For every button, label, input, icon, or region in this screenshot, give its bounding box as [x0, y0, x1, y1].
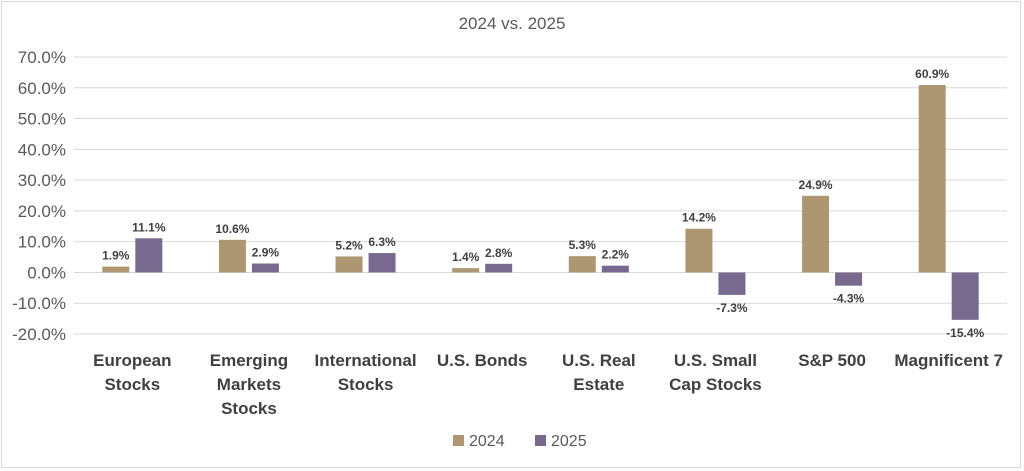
bar-2025	[718, 272, 746, 295]
data-label-2024: 24.9%	[799, 178, 833, 192]
bar-2025	[835, 272, 863, 286]
legend-label-2025: 2025	[551, 433, 587, 450]
legend-label-2024: 2024	[469, 433, 505, 450]
bar-2025	[135, 238, 163, 273]
data-label-2025: 2.9%	[252, 246, 280, 260]
data-label-2025: -7.3%	[716, 301, 748, 315]
x-category-label: U.S. Small	[674, 351, 757, 370]
bar-2025	[368, 253, 396, 273]
x-category-label: Estate	[573, 375, 624, 394]
bar-2025	[601, 265, 629, 273]
bar-2024	[568, 256, 596, 273]
y-tick-label: 0.0%	[27, 263, 66, 282]
bar-2024	[335, 256, 363, 273]
data-label-2024: 5.2%	[335, 238, 363, 252]
bar-2024	[802, 195, 830, 273]
x-category-label: Cap Stocks	[669, 375, 762, 394]
x-category-label: Stocks	[221, 399, 277, 418]
gridlines	[74, 56, 1007, 335]
x-category-label: U.S. Bonds	[437, 351, 528, 370]
bar-2025	[251, 263, 279, 273]
y-tick-label: -10.0%	[12, 294, 66, 313]
bar-2024	[918, 85, 946, 273]
legend-swatch-2024	[453, 435, 464, 446]
data-labels: 1.9% 11.1% 10.6%2.9% 5.2% 6.3% 1.4% 2.8% 5.3% 2.…	[102, 67, 984, 340]
legend: 2024 2025	[453, 433, 587, 450]
y-tick-label: -20.0%	[12, 325, 66, 344]
x-axis-category-labels: European Stocks Emerging Markets Stocks Inter…	[93, 351, 1003, 418]
data-label-2025: -15.4%	[946, 326, 984, 340]
y-tick-label: 50.0%	[18, 110, 66, 129]
x-category-label: European	[93, 351, 171, 370]
x-category-label: S&P 500	[798, 351, 866, 370]
x-category-label: Emerging	[210, 351, 288, 370]
y-tick-label: 40.0%	[18, 140, 66, 159]
x-category-label: Stocks	[338, 375, 394, 394]
bar-2024	[452, 268, 480, 273]
data-label-2025: -4.3%	[833, 292, 865, 306]
bar-2025	[485, 263, 513, 273]
data-label-2025: 2.2%	[602, 248, 630, 262]
y-tick-label: 20.0%	[18, 202, 66, 221]
bars	[102, 85, 979, 320]
x-category-label: Stocks	[104, 375, 160, 394]
x-category-label: Markets	[217, 375, 281, 394]
x-category-label: U.S. Real	[562, 351, 636, 370]
data-label-2024: 5.3%	[569, 238, 597, 252]
data-label-2024: 1.9%	[102, 249, 130, 263]
y-tick-label: 70.0%	[18, 48, 66, 67]
data-label-2025: 11.1%	[132, 220, 166, 234]
y-tick-label: 60.0%	[18, 79, 66, 98]
x-category-label: Magnificent 7	[894, 351, 1003, 370]
data-label-2024: 10.6%	[215, 222, 249, 236]
y-tick-label: 10.0%	[18, 233, 66, 252]
data-label-2024: 1.4%	[452, 250, 480, 264]
bar-2024	[218, 239, 246, 273]
chart-title: 2024 vs. 2025	[459, 14, 566, 33]
bar-2025	[951, 272, 979, 320]
x-category-label: International	[315, 351, 417, 370]
y-tick-label: 30.0%	[18, 171, 66, 190]
data-label-2024: 14.2%	[682, 211, 716, 225]
data-label-2024: 60.9%	[915, 67, 949, 81]
bar-2024	[102, 266, 130, 273]
legend-swatch-2025	[535, 435, 546, 446]
bar-2024	[685, 228, 713, 273]
y-axis-tick-labels: 70.0% 60.0% 50.0% 40.0% 30.0% 20.0% 10.0% 0.0% -…	[12, 48, 66, 344]
data-label-2025: 2.8%	[485, 246, 513, 260]
data-label-2025: 6.3%	[368, 235, 396, 249]
